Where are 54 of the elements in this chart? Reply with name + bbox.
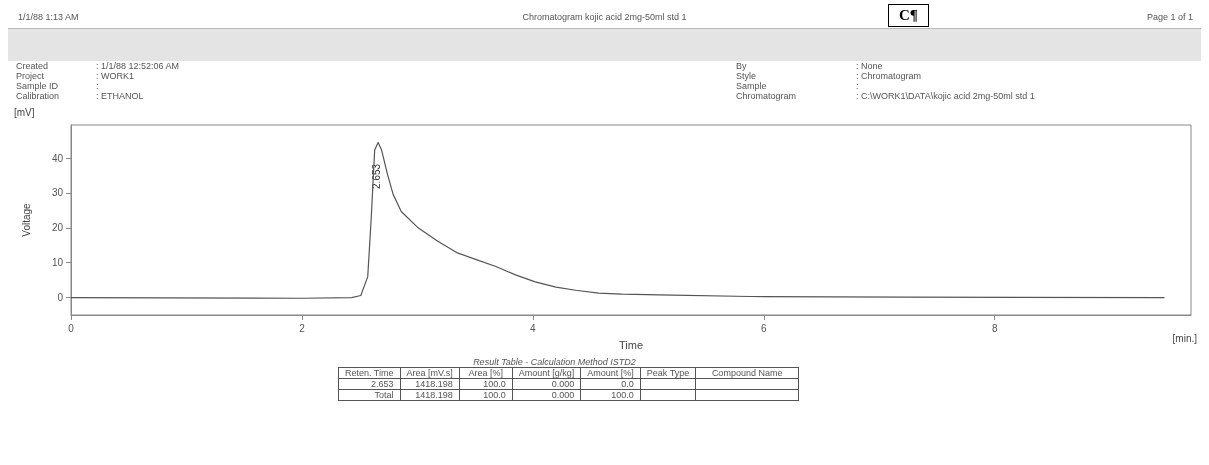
annotation: 2.653 [370,163,382,189]
y-tick-label: 10 [51,257,64,269]
text: By [736,61,748,71]
text: Compound Name [695,367,799,379]
text: [min.] [1172,332,1198,344]
y-tick-label: 20 [51,222,64,234]
text: 0.0 [580,378,641,390]
line-series [70,141,1166,299]
text: 100.0 [459,378,513,390]
text: 100.0 [580,389,641,401]
text: Calibration [16,91,61,101]
x-axis-title: Time [618,338,644,351]
text: : None [856,61,884,71]
text: Style [736,71,757,81]
x-tick-label: 2 [299,322,306,334]
text: 2.653 [338,378,401,390]
text: Peak Type [640,367,696,379]
x-tick-label: 4 [530,322,537,334]
x-tick-label: 6 [761,322,767,334]
x-tick-label: 0 [68,322,75,334]
text: Area [%] [459,367,513,379]
text: 0.000 [512,389,581,401]
text: 100.0 [459,389,513,401]
text: 1418.198 [400,378,460,390]
chart-title: Chromatogram kojic acid 2mg-50ml std 1 [522,12,687,22]
y-tick-label: 40 [51,152,64,164]
text: Sample [736,81,768,91]
text: : ETHANOL [96,91,145,101]
text: 1418.198 [400,389,460,401]
y-tick-label: 0 [57,292,64,304]
text: Reten. Time [338,367,401,379]
text: 1/1/88 1:13 AM [18,12,79,22]
text: 0.000 [512,378,581,390]
text: : [856,81,860,91]
text: : C:\WORK1\DATA\kojic acid 2mg-50ml std 1 [856,91,1035,101]
y-axis-title: Voltage [20,202,32,237]
text: Project [16,71,45,81]
text: Sample ID [16,81,60,91]
text: C¶ [888,4,929,27]
text: : 1/1/88 12:52:06 AM [96,61,181,71]
text: Amount [g/kg] [512,367,581,379]
text: Amount [%] [580,367,641,379]
text: : Chromatogram [856,71,923,81]
text: Created [16,61,50,71]
text: Result Table - Calculation Method ISTD2 [472,357,637,367]
text: Chromatogram [736,91,798,101]
x-tick-label: 8 [991,322,998,334]
text: Page 1 of 1 [1146,12,1193,22]
text: [mV] [14,106,35,118]
y-tick-label: 30 [51,187,64,199]
text: : [96,81,100,91]
text: : WORK1 [96,71,135,81]
text: Total [338,389,401,401]
text: Area [mV.s] [400,367,460,379]
